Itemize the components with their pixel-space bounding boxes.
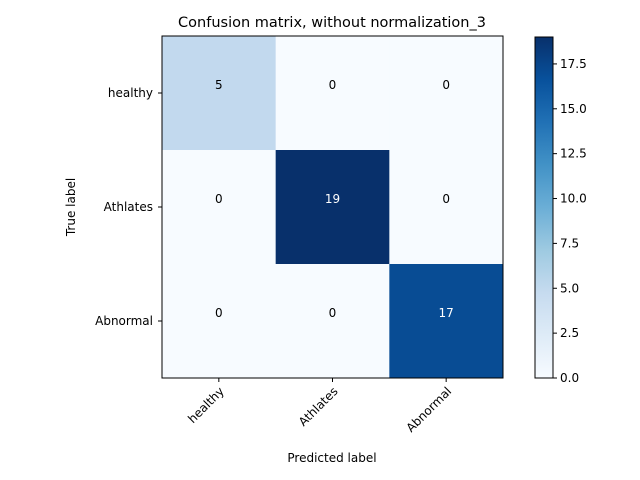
heatmap-cell	[162, 264, 277, 379]
heatmap-cell	[275, 264, 390, 379]
cell-value-label: 5	[215, 78, 223, 92]
colorbar-tick-label: 5.0	[560, 281, 579, 295]
colorbar-tick-label: 15.0	[560, 102, 587, 116]
colorbar	[534, 36, 554, 379]
colorbar-tick-label: 7.5	[560, 236, 579, 250]
colorbar-tick-label: 0.0	[560, 371, 579, 385]
heatmap-cells	[162, 36, 504, 379]
heatmap-cell-labels: 5 0 0 0 19 0 0 0 17	[215, 78, 454, 320]
cell-value-label: 0	[442, 78, 450, 92]
y-axis-ticks: healthy Athlates Abnormal	[95, 86, 162, 328]
x-axis-label: Predicted label	[287, 451, 376, 465]
cell-value-label: 0	[442, 192, 450, 206]
heatmap-cell	[162, 36, 277, 151]
heatmap-cell	[275, 150, 390, 265]
cell-value-label: 0	[215, 192, 223, 206]
heatmap-cell	[162, 150, 277, 265]
cell-value-label: 0	[329, 78, 337, 92]
y-tick-label: Abnormal	[95, 314, 153, 328]
chart-title: Confusion matrix, without normalization_…	[178, 15, 486, 31]
heatmap-cell	[389, 264, 504, 379]
colorbar-tick-label: 2.5	[560, 326, 579, 340]
colorbar-ticks: 0.0 2.5 5.0 7.5 10.0 12.5 15.0 17.5	[553, 57, 587, 385]
colorbar-tick-label: 17.5	[560, 57, 587, 71]
y-tick-label: healthy	[108, 86, 153, 100]
y-axis-label: True label	[64, 178, 78, 237]
heatmap-cell	[275, 36, 390, 151]
y-tick-label: Athlates	[104, 200, 153, 214]
cell-value-label: 0	[215, 306, 223, 320]
colorbar-tick-label: 10.0	[560, 192, 587, 206]
cell-value-label: 0	[329, 306, 337, 320]
cell-value-label: 17	[439, 306, 454, 320]
cell-value-label: 19	[325, 192, 340, 206]
colorbar-tick-label: 12.5	[560, 147, 587, 161]
heatmap-cell	[389, 150, 504, 265]
heatmap-cell	[389, 36, 504, 151]
